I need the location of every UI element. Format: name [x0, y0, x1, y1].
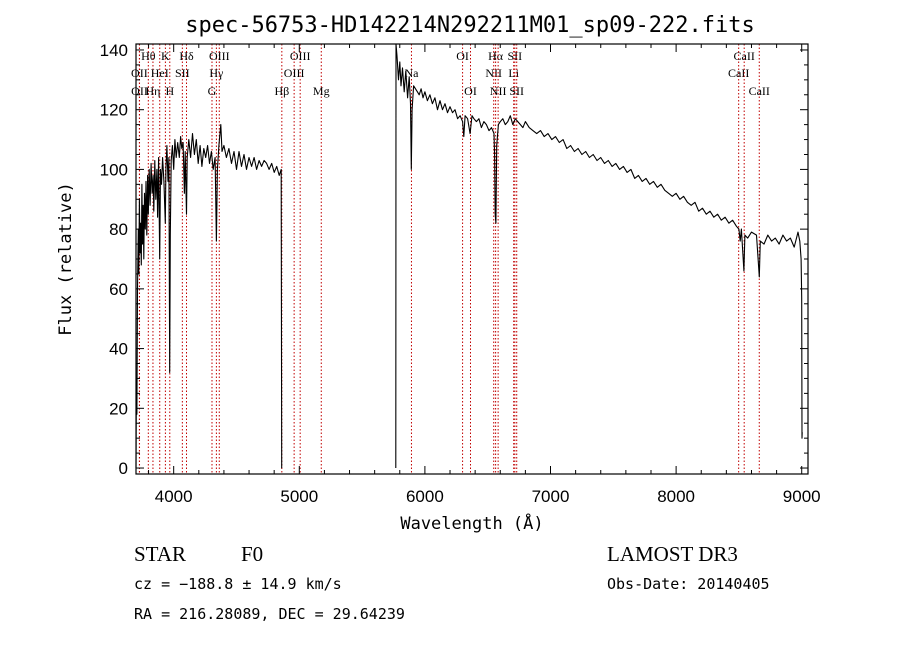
spectral-line-label: Li — [508, 66, 519, 80]
spectral-line-label: CaII — [728, 66, 749, 80]
spectral-line-label: NII — [485, 66, 502, 80]
spectral-line-label: HeI — [151, 66, 169, 80]
y-tick-label: 100 — [100, 160, 128, 179]
x-tick-label: 5000 — [280, 487, 318, 506]
spectral-line-label: Hα — [488, 49, 504, 63]
spectral-line-label: OI — [464, 84, 477, 98]
axis-ticks: 4000 5000 6000 7000 8000 9000 0 20 40 60 80 100 120 1… — [100, 41, 821, 506]
y-tick-label: 60 — [109, 280, 128, 299]
x-tick-label: 9000 — [783, 487, 821, 506]
spectral-line-label: Hη — [145, 84, 160, 98]
x-tick-label: 7000 — [532, 487, 570, 506]
object-class: STAR — [134, 542, 186, 566]
y-tick-label: 140 — [100, 41, 128, 60]
spectral-line-label: G — [208, 84, 217, 98]
spectral-line-label: Hγ — [209, 66, 224, 80]
spectral-line-label: K — [161, 49, 170, 63]
redshift-text: cz = −188.8 ± 14.9 km/s — [134, 575, 342, 593]
x-tick-label: 6000 — [406, 487, 444, 506]
spectral-line-label: OII — [131, 84, 148, 98]
spectrum-series — [135, 43, 803, 469]
y-tick-label: 20 — [109, 399, 128, 418]
spectral-line-label: Hθ — [141, 49, 156, 63]
spectral-line-label: NII — [490, 84, 507, 98]
spectral-line-label: OI — [456, 49, 469, 63]
spectrum-segment-0-1 — [395, 43, 803, 469]
object-subclass: F0 — [241, 542, 263, 566]
x-axis-label: Wavelength (Å) — [400, 512, 543, 534]
spectral-line-label: OIII — [290, 49, 311, 63]
survey-name: LAMOST DR3 — [607, 542, 738, 566]
spectral-line-label: SII — [509, 84, 524, 98]
spectral-line-label: CaII — [734, 49, 755, 63]
spectral-line-label: Hβ — [274, 84, 289, 98]
spectral-line-label: Na — [404, 66, 419, 80]
y-tick-label: 80 — [109, 220, 128, 239]
spectrum-segment-0-0 — [135, 124, 283, 469]
y-tick-label: 120 — [100, 101, 128, 120]
spectral-line-label: SII — [507, 49, 522, 63]
y-tick-label: 40 — [109, 340, 128, 359]
spectral-line-label: SII — [175, 66, 190, 80]
spectral-line-label: Mg — [313, 84, 330, 98]
y-axis-label: Flux (relative) — [56, 182, 76, 336]
plot-frame — [135, 43, 809, 475]
spectral-line-label: Hδ — [179, 49, 194, 63]
coordinates: RA = 216.28089, DEC = 29.64239 — [134, 605, 405, 623]
spectral-line-label: CaII — [749, 84, 770, 98]
x-tick-label: 8000 — [657, 487, 695, 506]
spectral-line-label: OIII — [209, 49, 230, 63]
spectral-line-label: H — [165, 84, 174, 98]
obs-date: Obs-Date: 20140405 — [607, 575, 770, 593]
y-tick-label: 0 — [119, 459, 128, 478]
chart-title: spec-56753-HD142214N292211M01_sp09-222.f… — [185, 13, 755, 38]
x-tick-label: 4000 — [155, 487, 193, 506]
spectral-line-label: OIII — [284, 66, 305, 80]
